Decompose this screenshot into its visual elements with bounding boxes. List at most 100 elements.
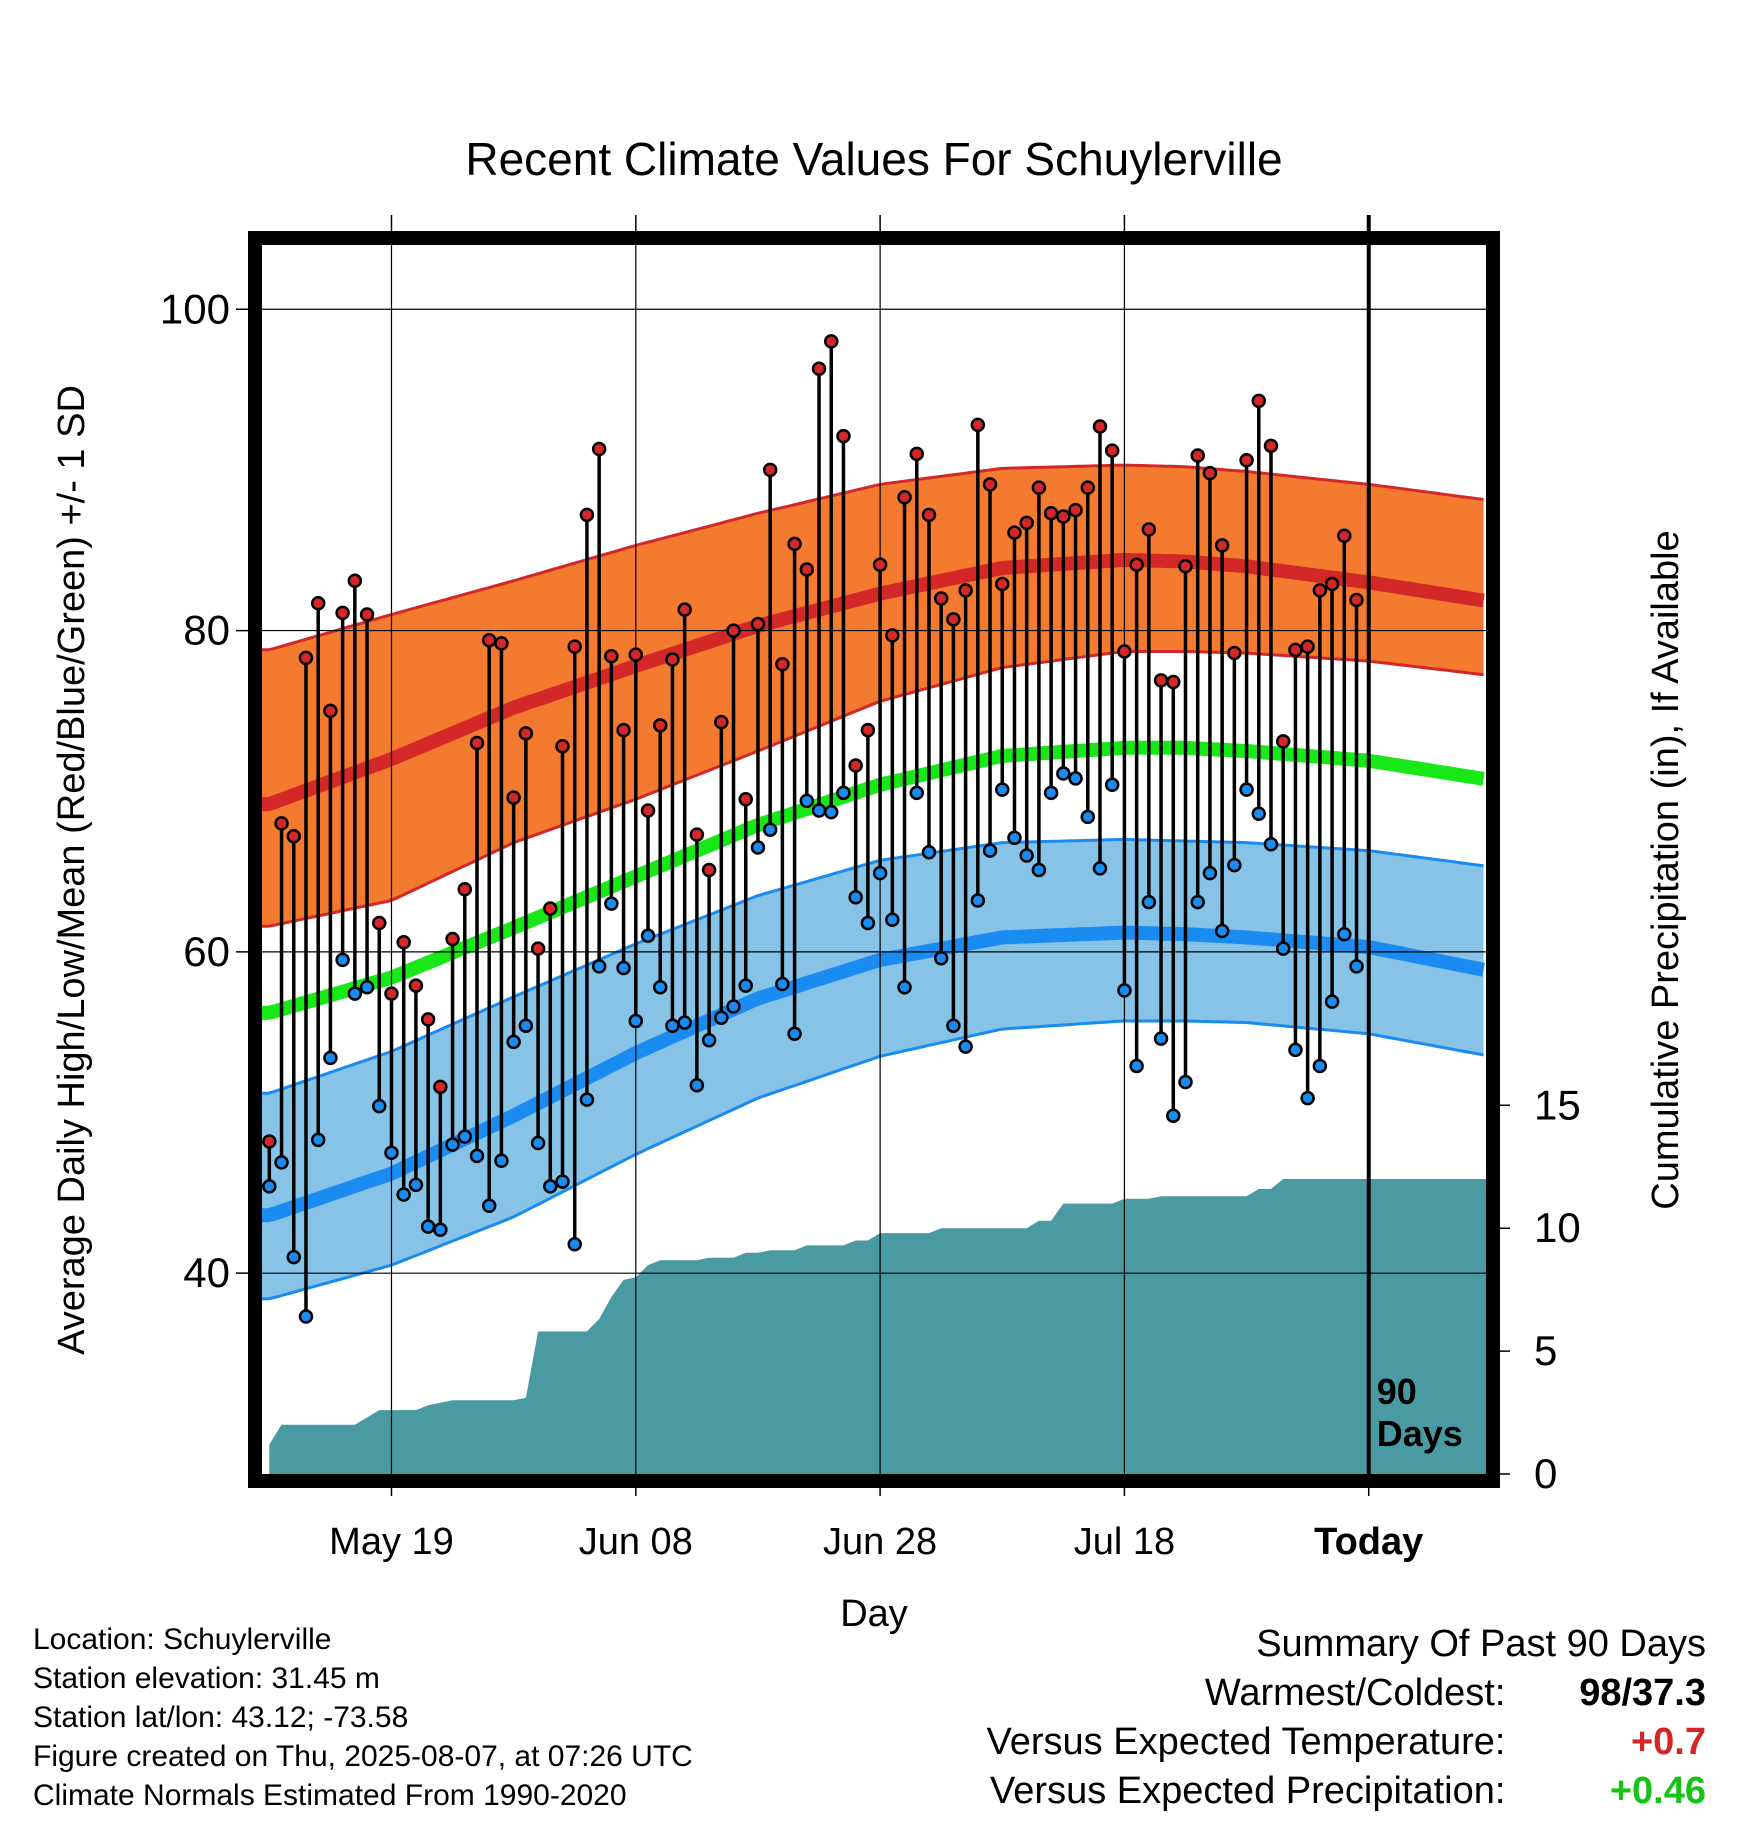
daily-low-point: [1263, 836, 1279, 852]
daily-high-point: [1263, 438, 1279, 454]
daily-high-point: [1275, 734, 1291, 749]
daily-high-point: [909, 446, 925, 462]
daily-high-point: [469, 735, 485, 751]
daily-low-point: [885, 912, 900, 927]
daily-high-point: [567, 639, 582, 654]
daily-high-point: [310, 596, 326, 611]
daily-high-point: [616, 722, 631, 738]
daily-low-point: [970, 893, 986, 908]
daily-high-point: [372, 915, 387, 931]
plot-frame: [248, 231, 1500, 1488]
daily-high-point: [1153, 673, 1169, 688]
daily-high-point: [958, 583, 973, 598]
chart-title: Recent Climate Values For Schuylerville: [465, 133, 1282, 185]
daily-high-point: [1104, 443, 1120, 458]
daily-high-point: [1092, 419, 1108, 434]
daily-low-point: [1288, 1042, 1303, 1058]
daily-low-point: [591, 959, 607, 974]
daily-low-point: [958, 1039, 973, 1054]
daily-low-point: [726, 999, 741, 1014]
daily-low-point: [408, 1177, 424, 1193]
daily-low-point: [848, 890, 863, 905]
daily-low-point: [860, 915, 876, 931]
daily-high-point: [1349, 592, 1364, 608]
latlon-text: Station lat/lon: 43.12; -73.58: [33, 1701, 409, 1734]
daily-high-point: [530, 941, 546, 956]
daily-high-point: [1337, 528, 1352, 544]
daily-high-point: [946, 612, 961, 627]
daily-low-point: [787, 1026, 802, 1042]
daily-high-point: [1214, 538, 1230, 553]
x-tick-label: Jun 28: [823, 1521, 937, 1563]
summary-extremes-row: Warmest/Coldest: 98/37.3: [987, 1669, 1706, 1718]
daily-low-point: [518, 1018, 534, 1034]
daily-low-point: [1239, 782, 1254, 797]
daily-low-point: [799, 793, 815, 809]
daily-low-point: [946, 1018, 961, 1034]
daily-low-point: [274, 1155, 289, 1170]
daily-high-point: [836, 428, 851, 444]
daily-low-point: [909, 785, 925, 801]
high-lower-edge: [262, 650, 1484, 928]
created-text: Figure created on Thu, 2025-08-07, at 07…: [33, 1740, 693, 1773]
y-left-tick-label: 60: [183, 928, 230, 975]
daily-high-point: [335, 605, 350, 621]
normals-text: Climate Normals Estimated From 1990-2020: [33, 1779, 627, 1812]
daily-low-point: [433, 1222, 448, 1238]
daily-high-point: [1300, 639, 1315, 654]
x-tick-label: Jul 18: [1074, 1521, 1175, 1563]
x-axis-label: Day: [840, 1593, 908, 1635]
daily-low-point: [481, 1198, 497, 1213]
coldest-value: /37.3: [1621, 1672, 1706, 1714]
daily-high-point: [665, 652, 680, 667]
daily-high-point: [298, 650, 314, 666]
daily-high-point: [823, 334, 839, 349]
daily-high-point: [1166, 674, 1181, 690]
daily-high-point: [286, 828, 302, 844]
daily-low-point: [347, 986, 363, 1001]
location-text: Location: Schuylerville: [33, 1623, 332, 1656]
today-marker-label-part: 90: [1377, 1371, 1417, 1412]
summary-title: Summary Of Past 90 Days: [1256, 1623, 1706, 1665]
daily-high-point: [1288, 642, 1303, 658]
daily-low-point: [1153, 1031, 1169, 1046]
daily-high-point: [970, 417, 986, 433]
daily-high-point: [1239, 453, 1254, 468]
daily-high-point: [1178, 559, 1193, 574]
daily-high-point: [1129, 557, 1144, 572]
daily-low-point: [457, 1129, 473, 1144]
daily-high-point: [640, 803, 656, 818]
daily-high-point: [433, 1079, 448, 1095]
daily-high-point: [628, 647, 644, 662]
daily-low-point: [1202, 865, 1218, 881]
summary-panel: Summary Of Past 90 Days Warmest/Coldest:…: [987, 1620, 1706, 1816]
daily-low-point: [616, 960, 631, 976]
daily-low-point: [543, 1179, 558, 1194]
daily-low-point: [604, 896, 619, 911]
daily-low-point: [286, 1249, 302, 1265]
daily-low-point: [1092, 861, 1108, 876]
daily-high-point: [1251, 393, 1267, 409]
daily-high-point: [1007, 525, 1022, 540]
daily-low-point: [982, 843, 998, 858]
daily-low-point: [1251, 806, 1267, 821]
daily-high-point: [591, 441, 607, 457]
daily-low-point: [494, 1153, 509, 1168]
daily-low-point: [738, 978, 753, 993]
plot-area: [262, 245, 1486, 1474]
daily-high-point: [799, 562, 815, 577]
daily-high-point: [652, 718, 668, 733]
daily-low-point: [1056, 766, 1071, 781]
daily-high-point: [872, 557, 888, 572]
daily-low-point: [555, 1174, 570, 1189]
daily-low-point: [335, 952, 350, 968]
daily-high-point: [579, 507, 595, 523]
daily-high-point: [848, 758, 863, 773]
daily-high-point: [811, 361, 827, 376]
daily-low-point: [1104, 777, 1120, 793]
daily-high-point: [726, 623, 741, 638]
daily-high-point: [384, 986, 399, 1001]
daily-high-point: [1141, 522, 1157, 537]
daily-high-point: [274, 816, 289, 831]
